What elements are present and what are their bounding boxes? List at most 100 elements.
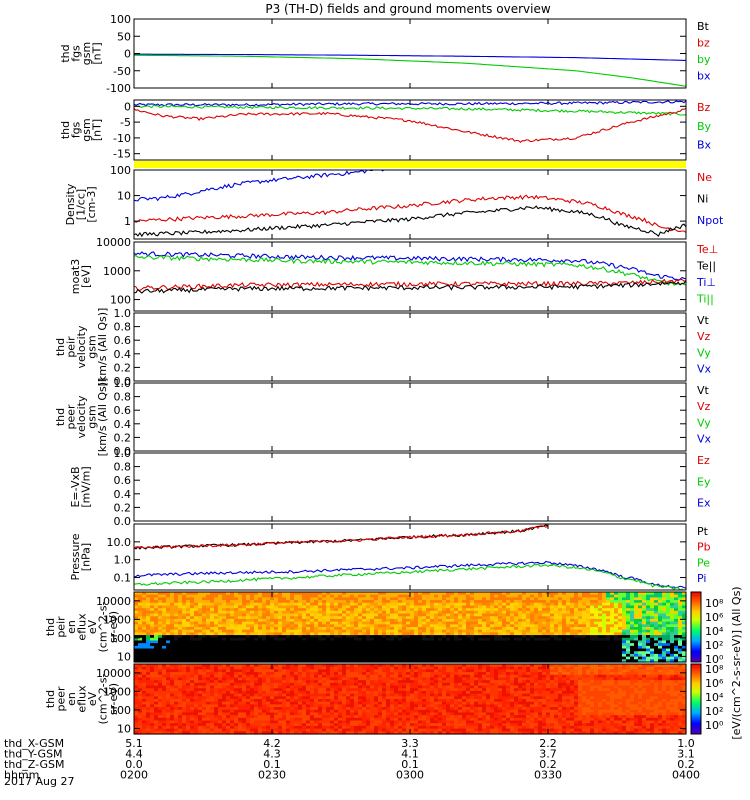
spectrogram-cell	[606, 640, 611, 644]
spectrogram-cell	[174, 701, 179, 705]
spectrogram-cell	[170, 715, 175, 719]
spectrogram-cell	[446, 592, 451, 596]
spectrogram-cell	[238, 651, 243, 655]
spectrogram-cell	[146, 632, 151, 636]
spectrogram-cell	[254, 610, 259, 615]
spectrogram-cell	[334, 618, 339, 623]
spectrogram-cell	[514, 616, 519, 620]
spectrogram-cell	[190, 653, 195, 658]
spectrogram-cell	[526, 637, 531, 642]
spectrogram-cell	[214, 605, 219, 609]
spectrogram-cell	[614, 632, 619, 636]
spectrogram-cell	[134, 616, 139, 620]
spectrogram-cell	[410, 643, 415, 647]
spectrogram-cell	[538, 605, 543, 609]
spectrogram-cell	[386, 621, 391, 625]
spectrogram-cell	[158, 677, 163, 681]
spectrogram-cell	[466, 629, 471, 633]
spectrogram-cell	[618, 645, 623, 650]
spectrogram-cell	[378, 608, 383, 612]
spectrogram-cell	[618, 629, 623, 633]
spectrogram-cell	[626, 643, 631, 647]
spectrogram-cell	[622, 618, 627, 623]
spectrogram-cell	[238, 664, 243, 668]
y-tick-label: 0.0	[114, 445, 132, 458]
spectrogram-cell	[230, 640, 235, 644]
spectrogram-cell	[198, 688, 203, 692]
spectrogram-cell	[262, 696, 267, 700]
spectrogram-cell	[530, 635, 535, 639]
spectrogram-cell	[618, 640, 623, 644]
spectrogram-cell	[478, 645, 483, 650]
spectrogram-cell	[386, 608, 391, 612]
spectrogram-cell	[342, 621, 347, 625]
spectrogram-cell	[226, 666, 231, 670]
spectrogram-cell	[626, 610, 631, 615]
spectrogram-cell	[146, 648, 151, 652]
spectrogram-cell	[426, 624, 431, 628]
spectrogram-cell	[382, 659, 387, 663]
spectrogram-cell	[246, 616, 251, 620]
spectrogram-cell	[206, 627, 211, 631]
spectrogram-cell	[374, 643, 379, 647]
spectrogram-cell	[354, 643, 359, 647]
spectrogram-cell	[262, 717, 267, 722]
spectrogram-cell	[138, 685, 143, 689]
spectrogram-cell	[602, 621, 607, 625]
spectrogram-cell	[458, 597, 463, 601]
spectrogram-cell	[206, 669, 211, 673]
spectrogram-cell	[646, 632, 651, 636]
spectrogram-cell	[278, 637, 283, 642]
spectrogram-cell	[290, 704, 295, 708]
spectrogram-cell	[218, 712, 223, 716]
y-tick-label: -15	[113, 148, 131, 161]
spectrogram-cell	[210, 637, 215, 642]
spectrogram-cell	[370, 651, 375, 655]
spectrogram-cell	[674, 637, 679, 642]
spectrogram-cell	[338, 610, 343, 615]
spectrogram-cell	[190, 720, 195, 724]
spectrogram-cell	[194, 600, 199, 604]
spectrogram-cell	[150, 669, 155, 673]
spectrogram-cell	[370, 637, 375, 642]
spectrogram-cell	[342, 656, 347, 660]
spectrogram-cell	[562, 653, 567, 658]
spectrogram-cell	[526, 600, 531, 604]
spectrogram-cell	[570, 648, 575, 652]
spectrogram-cell	[578, 637, 583, 642]
spectrogram-cell	[414, 627, 419, 631]
spectrogram-cell	[226, 656, 231, 660]
spectrogram-cell	[550, 618, 555, 623]
spectrogram-cell	[362, 632, 367, 636]
spectrogram-cell	[402, 592, 407, 596]
spectrogram-cell	[226, 616, 231, 620]
spectrogram-cell	[598, 643, 603, 647]
spectrogram-cell	[370, 645, 375, 650]
spectrogram-cell	[466, 651, 471, 655]
spectrogram-cell	[298, 643, 303, 647]
spectrogram-cell	[322, 635, 327, 639]
spectrogram-cell	[150, 645, 155, 650]
spectrogram-cell	[322, 597, 327, 601]
spectrogram-cell	[162, 632, 167, 636]
spectrogram-cell	[442, 610, 447, 615]
spectrogram-cell	[422, 621, 427, 625]
spectrogram-cell	[454, 653, 459, 658]
series-line-Pt	[134, 524, 549, 550]
spectrogram-cell	[286, 632, 291, 636]
spectrogram-cell	[498, 592, 503, 596]
spectrogram-cell	[654, 602, 659, 607]
spectrogram-cell	[202, 664, 207, 668]
spectrogram-cell	[598, 610, 603, 615]
spectrogram-cell	[262, 659, 267, 663]
spectrogram-cell	[222, 725, 227, 730]
spectrogram-cell	[134, 672, 139, 676]
spectrogram-cell	[286, 725, 291, 730]
spectrogram-cell	[186, 621, 191, 625]
spectrogram-cell	[426, 632, 431, 636]
spectrogram-cell	[606, 600, 611, 604]
spectrogram-cell	[298, 600, 303, 604]
spectrogram-cell	[202, 618, 207, 623]
spectrogram-cell	[458, 656, 463, 660]
spectrogram-cell	[266, 629, 271, 633]
